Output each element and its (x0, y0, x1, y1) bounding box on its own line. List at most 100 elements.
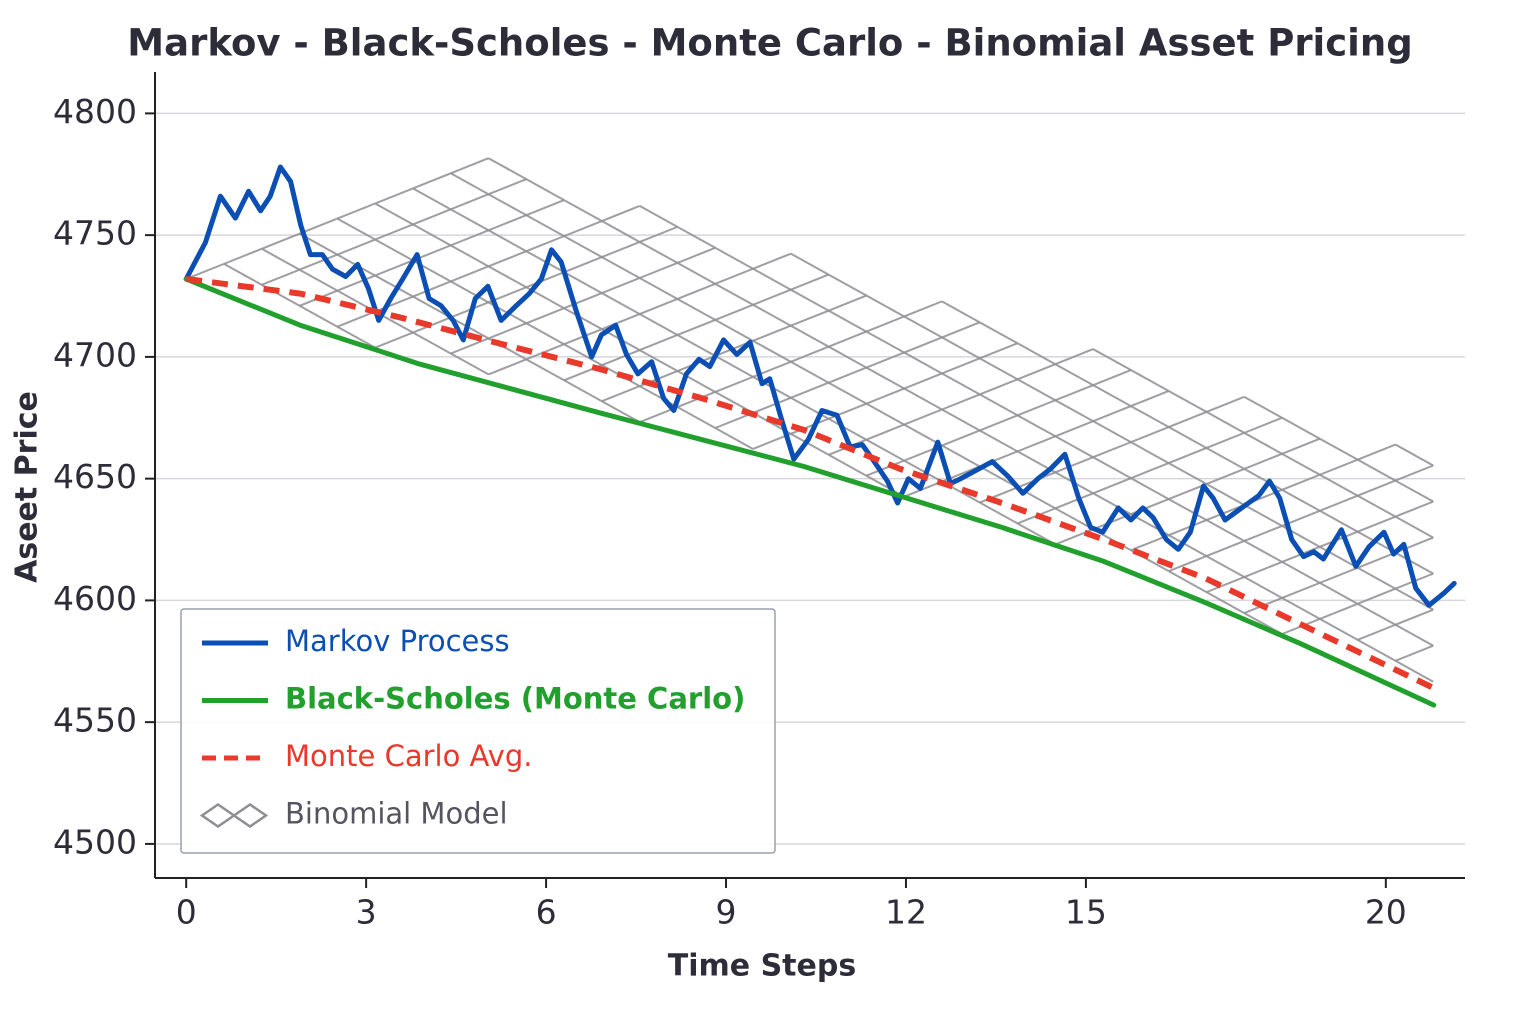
lattice-edge (1357, 551, 1396, 569)
lattice-edge (790, 381, 829, 399)
lattice-edge (752, 396, 792, 414)
lattice-edge (1319, 458, 1359, 476)
lattice-edge (412, 208, 452, 226)
lattice-edge (865, 366, 905, 390)
lattice-edge (374, 295, 414, 313)
lattice-edge (601, 204, 641, 222)
lattice-edge (1168, 555, 1207, 573)
lattice-edge (866, 423, 905, 441)
lattice-edge (1243, 431, 1283, 455)
lattice-edge (563, 307, 603, 331)
lattice-edge (1319, 566, 1359, 584)
lattice-edge (1130, 441, 1170, 464)
lattice-edge (261, 232, 300, 250)
lattice-edge (488, 358, 527, 376)
legend-label: Monte Carlo Avg. (285, 739, 532, 773)
lattice-edge (639, 277, 678, 300)
legend-label: Binomial Model (285, 797, 508, 831)
x-tick-label: 6 (536, 893, 557, 932)
lattice-edge (525, 214, 565, 237)
x-tick-label: 0 (176, 893, 197, 932)
lattice-edge (677, 318, 716, 336)
lattice-edge (903, 315, 943, 339)
lattice-edge (412, 331, 452, 355)
lattice-edge (450, 229, 489, 247)
lattice-edge (639, 241, 678, 264)
lattice-edge (1092, 384, 1132, 407)
lattice-edge (790, 324, 830, 348)
lattice-edge (1168, 570, 1207, 594)
lattice-edge (752, 339, 792, 363)
lattice-edge (752, 267, 792, 291)
lattice-edge (1054, 363, 1094, 387)
lattice-edge (299, 253, 338, 271)
lattice-edge (790, 252, 830, 276)
lattice-edge (525, 271, 565, 289)
lattice-edge (1206, 431, 1245, 449)
lattice-edge (1054, 384, 1094, 402)
lattice-edge (525, 358, 565, 382)
lattice-edge (941, 300, 981, 324)
x-tick-label: 12 (885, 893, 927, 932)
lattice-edge (336, 310, 376, 328)
lattice-edge (563, 343, 603, 367)
lattice-edge (941, 372, 981, 396)
lattice-edge (336, 238, 376, 256)
lattice-edge (1395, 608, 1434, 626)
lattice-edge (525, 307, 565, 325)
lattice-edge (336, 274, 376, 292)
lattice-edge (374, 259, 414, 277)
lattice-edge (1092, 456, 1132, 480)
lattice-edge (1130, 405, 1170, 428)
y-tick-label: 4550 (53, 701, 137, 740)
lattice-edge (488, 250, 527, 268)
lattice-edge (1206, 467, 1245, 485)
lattice-edge (1243, 468, 1283, 491)
lattice-edge (525, 343, 565, 361)
lattice-edge (1205, 411, 1245, 434)
lattice-edge (979, 342, 1018, 360)
lattice-edge (1243, 416, 1283, 434)
lattice-edge (488, 265, 527, 289)
lattice-edge (1319, 530, 1359, 548)
y-tick-label: 4650 (53, 457, 137, 496)
lattice-edge (1281, 561, 1321, 584)
lattice-edge (450, 172, 489, 196)
lattice-edge (903, 387, 943, 411)
lattice-edge (903, 372, 943, 390)
x-tick-label: 20 (1365, 893, 1407, 932)
lattice-edge (1319, 473, 1359, 497)
lattice-edge (374, 274, 414, 298)
lattice-edge (1357, 479, 1396, 497)
lattice-edge (1206, 576, 1245, 594)
lattice-edge (639, 313, 678, 336)
lattice-edge (714, 303, 754, 321)
lattice-edge (223, 263, 263, 286)
lattice-edge (601, 292, 641, 315)
lattice-edge (1281, 488, 1321, 512)
y-tick-label: 4500 (53, 822, 137, 861)
lattice-edge (1168, 483, 1207, 501)
lattice-edge (866, 351, 905, 369)
lattice-edge (1243, 452, 1283, 470)
lattice-edge (1168, 390, 1207, 413)
lattice-edge (941, 408, 981, 432)
y-tick-label: 4750 (53, 214, 137, 253)
lattice-edge (790, 309, 829, 327)
lattice-edge (1017, 342, 1056, 366)
lattice-edge (1130, 426, 1170, 444)
lattice-edge (941, 357, 981, 375)
lattice-edge (941, 321, 981, 339)
lattice-edge (1357, 638, 1396, 662)
lattice-edge (828, 273, 867, 297)
lattice-edge (676, 406, 716, 429)
lattice-edge (714, 319, 754, 342)
x-tick-label: 15 (1065, 893, 1107, 932)
lattice-edge (1243, 504, 1283, 527)
lattice-edge (450, 337, 489, 355)
lattice-edge (374, 202, 414, 226)
lattice-edge (1017, 399, 1056, 417)
lattice-edge (866, 387, 905, 405)
lattice-edge (336, 217, 376, 241)
lattice-edge (1357, 566, 1396, 590)
